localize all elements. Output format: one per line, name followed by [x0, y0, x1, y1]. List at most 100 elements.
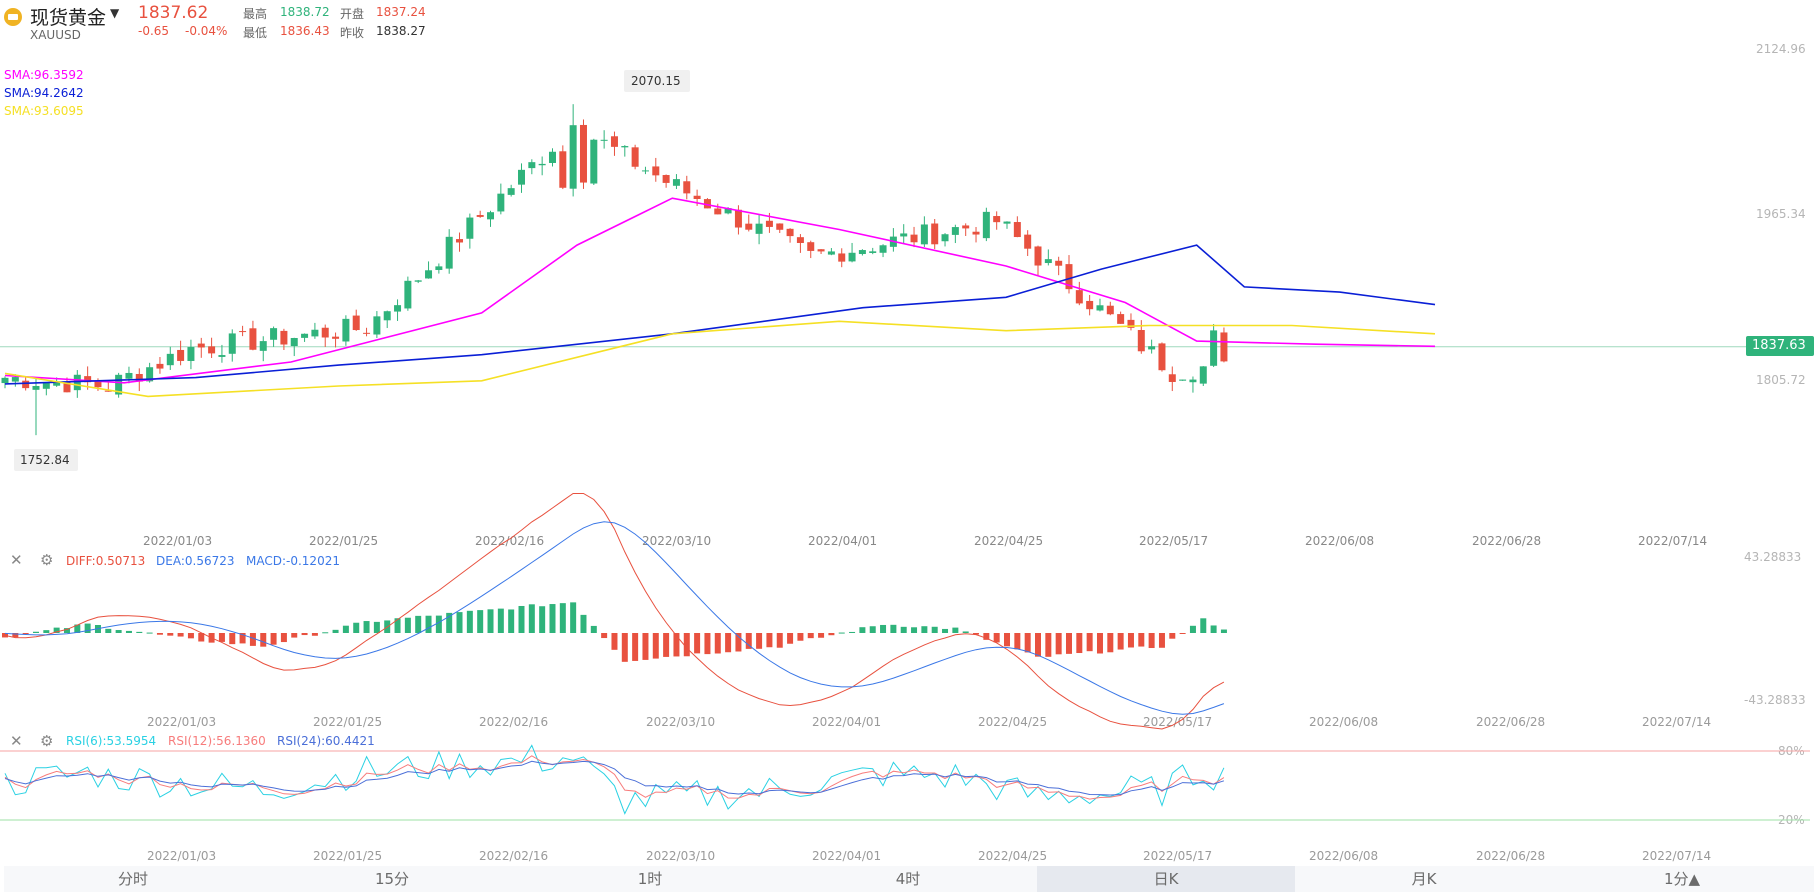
candle: [249, 328, 257, 350]
candle: [683, 181, 691, 194]
macd-bar: [311, 633, 318, 636]
candle: [817, 249, 825, 252]
candle: [807, 242, 815, 251]
rsi12-label: RSI(12):56.1360: [168, 734, 266, 748]
macd-bar: [239, 633, 246, 644]
macd-bar: [528, 604, 535, 633]
macd-bar: [508, 609, 515, 633]
candle: [11, 377, 19, 382]
macd-bar: [415, 615, 422, 633]
macd-bar: [694, 633, 701, 654]
macd-bar: [125, 630, 132, 633]
macd-diff-label: DIFF:0.50713: [66, 554, 146, 568]
candle: [579, 124, 587, 183]
macd-bar: [404, 617, 411, 633]
macd-bar: [394, 618, 401, 633]
tab-7[interactable]: 1分▲: [1663, 870, 1701, 888]
candle: [414, 280, 422, 282]
macd-bar: [115, 630, 122, 633]
date-tick: 2022/04/25: [978, 849, 1048, 863]
macd-bar: [43, 630, 50, 633]
candle: [53, 381, 61, 386]
candle: [910, 234, 918, 243]
macd-bar: [942, 628, 949, 633]
macd-bar: [1024, 633, 1031, 653]
low-value: 1836.43: [280, 24, 330, 38]
candle: [1065, 264, 1073, 290]
candle: [177, 349, 185, 361]
macd-bar: [1055, 633, 1062, 655]
candle: [931, 223, 939, 245]
candle: [518, 169, 525, 185]
macd-bar: [663, 633, 670, 657]
candle: [714, 208, 722, 215]
macd-bar: [973, 633, 980, 635]
instrument-name[interactable]: 现货黄金: [30, 7, 107, 29]
candle: [1106, 305, 1114, 315]
date-tick: 2022/02/16: [479, 715, 549, 729]
max-price-label: 2070.15: [624, 70, 690, 92]
macd-bar: [1086, 633, 1093, 652]
current-price-tag: 1837.63: [1746, 336, 1814, 356]
rsi-settings-icon[interactable]: ⚙: [40, 732, 54, 750]
macd-bar: [1045, 633, 1052, 657]
date-tick: 2022/03/10: [646, 849, 716, 863]
candle: [1168, 374, 1176, 382]
candle: [1199, 366, 1207, 384]
tab-6[interactable]: 月K: [1411, 870, 1437, 888]
macd-bar: [652, 633, 659, 659]
candle: [32, 386, 40, 390]
tab-5[interactable]: 日K: [1037, 866, 1295, 892]
macd-bar: [931, 626, 938, 633]
candle: [507, 188, 515, 195]
macd-bar: [911, 627, 918, 633]
candle: [796, 237, 804, 243]
candle: [487, 212, 495, 220]
candle: [228, 333, 236, 354]
candle: [993, 216, 1001, 223]
candle: [724, 208, 732, 214]
date-tick: 2022/06/08: [1305, 534, 1375, 548]
candle: [1, 377, 9, 384]
gold-coin-icon: [4, 8, 22, 26]
macd-bar: [518, 605, 525, 633]
date-tick: 2022/04/01: [812, 715, 882, 729]
tab-1[interactable]: 分时: [117, 870, 148, 888]
min-price-label: 1752.84: [14, 449, 78, 471]
rsi6-label: RSI(6):53.5954: [66, 734, 157, 748]
candle: [166, 353, 174, 366]
candle: [497, 193, 505, 212]
candle: [125, 372, 133, 379]
candle: [42, 382, 50, 389]
candle: [208, 346, 216, 354]
rsi24-label: RSI(24):60.4421: [277, 734, 375, 748]
macd-bar: [756, 633, 763, 649]
macd-bar: [849, 631, 856, 633]
settings-icon[interactable]: ⚙: [40, 551, 54, 569]
date-tick: 2022/02/16: [475, 534, 545, 548]
tab-4[interactable]: 4时: [895, 870, 921, 888]
current-price-tag-value: 1837.63: [1752, 338, 1806, 353]
candle: [1013, 222, 1021, 238]
close-icon[interactable]: ✕: [10, 551, 23, 569]
macd-bar: [1220, 629, 1227, 633]
macd-bar: [177, 633, 184, 637]
tab-3[interactable]: 1时: [637, 870, 663, 888]
date-tick: 2022/01/03: [143, 534, 213, 548]
last-price: 1837.62: [138, 3, 209, 23]
candle: [104, 390, 112, 392]
macd-bar: [84, 623, 91, 633]
candle: [1096, 305, 1104, 311]
macd-bar: [435, 615, 442, 633]
open-label: 开盘: [340, 7, 365, 21]
chevron-down-icon[interactable]: ▼: [110, 6, 120, 20]
macd-bar: [673, 633, 680, 657]
candle: [610, 136, 618, 147]
macd-bar: [611, 633, 618, 650]
rsi-close-icon[interactable]: ✕: [10, 732, 23, 750]
candle: [435, 266, 443, 270]
tab-2[interactable]: 15分: [374, 870, 410, 888]
macd-bar: [198, 633, 205, 642]
macd-bar: [301, 633, 308, 636]
